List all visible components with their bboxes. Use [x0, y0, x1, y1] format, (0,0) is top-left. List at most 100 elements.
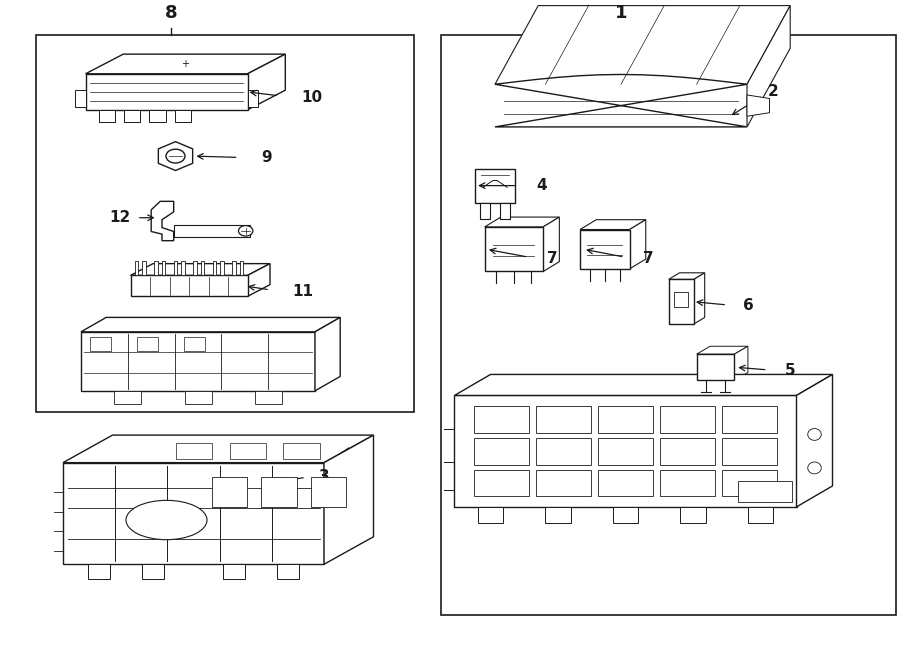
Polygon shape: [474, 438, 529, 465]
Polygon shape: [722, 470, 777, 496]
Polygon shape: [175, 110, 191, 122]
Polygon shape: [598, 438, 652, 465]
Polygon shape: [738, 481, 792, 502]
Polygon shape: [674, 292, 688, 307]
Text: 8: 8: [165, 4, 177, 22]
Text: 6: 6: [742, 298, 753, 313]
Polygon shape: [536, 470, 591, 496]
Polygon shape: [454, 395, 796, 507]
Polygon shape: [142, 261, 146, 276]
Polygon shape: [142, 564, 164, 579]
Polygon shape: [495, 75, 747, 127]
Polygon shape: [232, 261, 236, 276]
Polygon shape: [722, 438, 777, 465]
Polygon shape: [474, 406, 529, 432]
Polygon shape: [734, 346, 748, 380]
Polygon shape: [796, 374, 832, 507]
Polygon shape: [99, 110, 115, 122]
Polygon shape: [500, 203, 510, 219]
Polygon shape: [149, 110, 166, 122]
Polygon shape: [86, 54, 285, 74]
Polygon shape: [155, 261, 158, 276]
Polygon shape: [474, 470, 529, 496]
Polygon shape: [747, 95, 770, 116]
Polygon shape: [495, 5, 790, 85]
Polygon shape: [478, 507, 503, 523]
Text: 2: 2: [768, 85, 778, 99]
Polygon shape: [454, 374, 832, 395]
Polygon shape: [484, 227, 543, 272]
Text: 12: 12: [109, 210, 130, 225]
Polygon shape: [660, 470, 715, 496]
Text: 10: 10: [302, 90, 322, 104]
Polygon shape: [174, 261, 177, 276]
Polygon shape: [660, 438, 715, 465]
Text: 4: 4: [536, 178, 547, 193]
Polygon shape: [184, 337, 205, 351]
Polygon shape: [697, 346, 748, 354]
Polygon shape: [81, 317, 340, 332]
Text: 7: 7: [547, 251, 558, 266]
Polygon shape: [310, 477, 346, 507]
Polygon shape: [63, 463, 324, 564]
Polygon shape: [694, 273, 705, 324]
Text: +: +: [182, 59, 189, 69]
Polygon shape: [130, 276, 248, 296]
Polygon shape: [201, 261, 204, 276]
Polygon shape: [255, 391, 282, 404]
Polygon shape: [315, 317, 340, 391]
Polygon shape: [748, 507, 773, 523]
Polygon shape: [213, 261, 217, 276]
Polygon shape: [536, 438, 591, 465]
Polygon shape: [223, 564, 245, 579]
Ellipse shape: [126, 500, 207, 539]
Polygon shape: [722, 406, 777, 432]
Polygon shape: [484, 217, 559, 227]
Polygon shape: [158, 141, 193, 171]
Polygon shape: [248, 264, 270, 296]
Polygon shape: [660, 406, 715, 432]
Polygon shape: [230, 443, 266, 459]
Polygon shape: [277, 564, 299, 579]
Polygon shape: [174, 225, 250, 237]
Ellipse shape: [808, 462, 821, 474]
Polygon shape: [137, 337, 158, 351]
Polygon shape: [151, 202, 174, 241]
Polygon shape: [239, 261, 243, 276]
Text: 11: 11: [292, 284, 313, 299]
Polygon shape: [161, 261, 165, 276]
Circle shape: [238, 225, 253, 236]
Ellipse shape: [808, 428, 821, 440]
Text: 5: 5: [785, 363, 796, 378]
Text: 3: 3: [320, 469, 330, 484]
Polygon shape: [284, 443, 320, 459]
Polygon shape: [629, 219, 646, 269]
Polygon shape: [598, 406, 652, 432]
Polygon shape: [475, 169, 515, 203]
Polygon shape: [181, 261, 184, 276]
Polygon shape: [36, 35, 414, 412]
Polygon shape: [613, 507, 638, 523]
Polygon shape: [184, 391, 212, 404]
Polygon shape: [543, 217, 559, 272]
Polygon shape: [324, 435, 374, 564]
Polygon shape: [176, 443, 211, 459]
Polygon shape: [747, 5, 790, 127]
Polygon shape: [81, 332, 315, 391]
Polygon shape: [75, 90, 86, 106]
Polygon shape: [598, 470, 652, 496]
Polygon shape: [63, 435, 374, 463]
Polygon shape: [261, 477, 297, 507]
Polygon shape: [580, 229, 629, 269]
Text: 9: 9: [261, 150, 272, 165]
Polygon shape: [680, 507, 706, 523]
Polygon shape: [194, 261, 197, 276]
Polygon shape: [480, 203, 490, 219]
Polygon shape: [697, 354, 734, 380]
Polygon shape: [114, 391, 141, 404]
Polygon shape: [248, 90, 258, 106]
Polygon shape: [135, 261, 139, 276]
Polygon shape: [669, 273, 705, 280]
Text: 1: 1: [615, 4, 627, 22]
Polygon shape: [580, 219, 646, 229]
